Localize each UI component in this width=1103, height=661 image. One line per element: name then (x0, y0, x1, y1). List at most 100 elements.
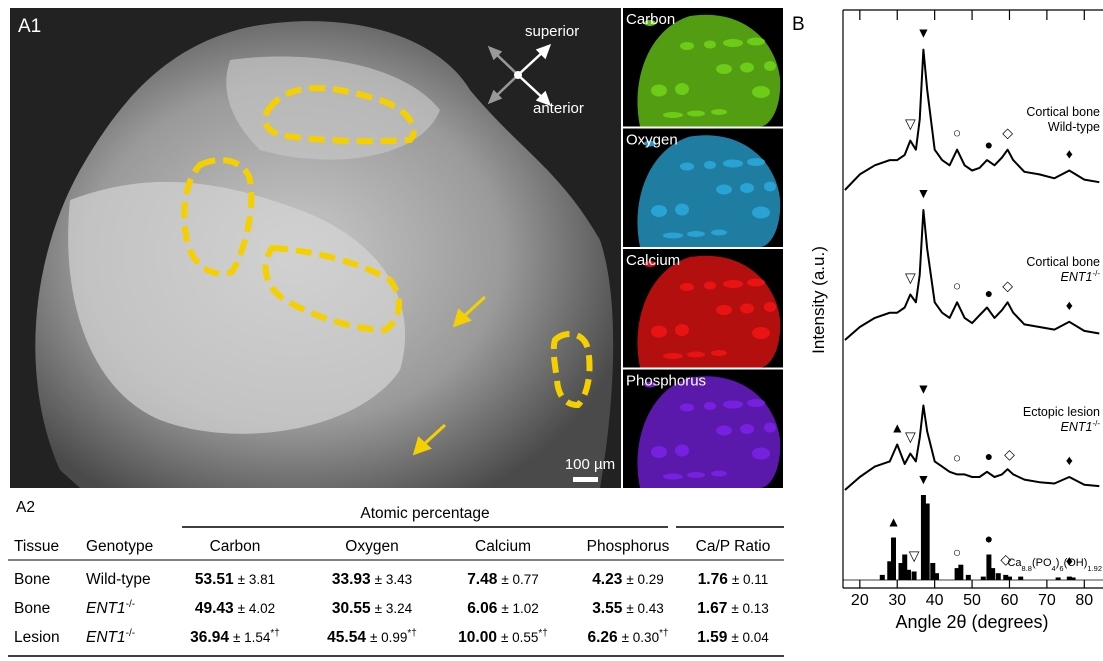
reference-bar (920, 495, 926, 580)
reference-bar (934, 573, 940, 580)
formula-part: (PO (1032, 557, 1052, 569)
map-speckle (675, 203, 689, 216)
map-speckle (711, 350, 727, 356)
cell-sd: ± 3.81 (238, 572, 275, 587)
map-speckle (675, 444, 689, 457)
table-cell: 1.59 ± 0.04 (697, 629, 769, 646)
cell-mean: 4.23 (592, 571, 623, 588)
table-cell: 7.48 ± 0.77 (467, 571, 539, 588)
table-cell: 45.54 ± 0.99*† (327, 628, 417, 646)
trace-label: Cortical bone (1026, 255, 1100, 269)
map-speckle (740, 424, 754, 434)
map-speckle (764, 61, 776, 71)
region-outlines (181, 85, 593, 409)
peak-marker: ▼ (917, 185, 931, 201)
x-tick-label: 60 (1001, 592, 1019, 609)
genotype-sup: -/- (1092, 419, 1100, 428)
reference-bar (911, 571, 917, 580)
cell-mean: 53.51 (195, 571, 234, 588)
map-speckle (764, 422, 776, 433)
panel-label: A1 (18, 16, 41, 37)
map-speckle (651, 446, 667, 458)
cell-sd: ± 1.02 (501, 601, 538, 616)
scale-bar-label: 100 µm (565, 456, 615, 473)
map-speckle (716, 305, 732, 315)
table-cell: 30.55 ± 3.24 (332, 600, 413, 617)
column-header: Ca/P Ratio (696, 538, 771, 555)
map-speckle (644, 261, 656, 267)
reference-bar (1055, 577, 1061, 580)
map-speckle (680, 162, 694, 171)
xrd-chart: B 20 30 40 50 60 70 80 Angle 2θ (degrees) Intensi… (792, 9, 1103, 632)
trace-label: Cortical bone (1026, 105, 1100, 119)
reference-bar (887, 561, 893, 580)
map-speckle (740, 183, 754, 193)
map-speckle (752, 327, 770, 339)
peak-marker: ▽ (905, 116, 916, 132)
table-cell: 33.93 ± 3.43 (332, 571, 412, 588)
genotype: Wild-type (1048, 120, 1100, 134)
map-speckle (723, 159, 743, 168)
peak-marker: ○ (953, 125, 961, 141)
cell-sup: *† (270, 628, 279, 639)
column-header: Genotype (86, 538, 153, 555)
cell-mean: 33.93 (332, 571, 371, 588)
map-label: Calcium (626, 252, 680, 269)
row-genotype: Wild-type (86, 571, 151, 588)
map-speckle (663, 232, 683, 239)
table-cell: 49.43 ± 4.02 (195, 600, 275, 617)
x-tick-label: 40 (926, 592, 944, 609)
column-header: Tissue (14, 538, 59, 555)
genotype-sup: -/- (126, 628, 135, 639)
x-axis-label: Angle 2θ (degrees) (895, 612, 1048, 632)
table-cell: 10.00 ± 0.55*† (458, 628, 548, 646)
cell-sd: ± 0.13 (731, 601, 768, 616)
reference-bar (1003, 574, 1009, 580)
map-speckle (704, 281, 716, 290)
trace-label: Ectopic lesion (1023, 405, 1100, 419)
map-speckle (644, 20, 656, 26)
cell-sd: ± 0.77 (501, 572, 538, 587)
map-speckle (752, 447, 770, 460)
genotype: ENT1 (86, 629, 126, 646)
map-speckle (651, 205, 667, 217)
peak-marker: ○ (953, 277, 961, 293)
xrd-trace (844, 404, 1100, 491)
map-speckle (680, 42, 694, 50)
peak-marker: ♦ (1066, 146, 1073, 162)
column-header: Carbon (210, 538, 261, 555)
map-speckle (644, 140, 656, 147)
map-signal (637, 135, 781, 247)
cell-sup: *† (659, 628, 668, 639)
peak-marker: ▼ (917, 471, 931, 487)
reference-bar (898, 563, 904, 580)
map-speckle (752, 86, 770, 98)
y-axis-label: Intensity (a.u.) (809, 246, 828, 354)
map-speckle (704, 40, 716, 49)
cell-sd: ± 0.55 (501, 630, 538, 645)
map-speckle (723, 400, 743, 409)
table-cell: 6.06 ± 1.02 (467, 600, 539, 617)
peak-marker: ▽ (905, 429, 916, 445)
table-cell: 1.76 ± 0.11 (698, 571, 769, 588)
reference-bar (965, 574, 971, 580)
cell-sd: ± 3.43 (375, 572, 412, 587)
peak-marker: ● (985, 531, 993, 547)
map-speckle (716, 425, 732, 436)
table-cell: 3.55 ± 0.43 (592, 600, 664, 617)
sem-image: superior anterior A1 100 µm (10, 8, 621, 488)
map-speckle (651, 84, 667, 97)
peak-marker: ▼ (917, 25, 931, 41)
column-header: Phosphorus (587, 538, 670, 555)
formula-part: ) (1056, 557, 1060, 569)
cell-mean: 36.94 (190, 629, 229, 646)
map-speckle (711, 470, 727, 477)
map-speckle (747, 158, 765, 166)
table-cell: 4.23 ± 0.29 (592, 571, 664, 588)
map-speckle (680, 403, 694, 412)
cell-sd: ± 0.29 (626, 572, 663, 587)
cell-mean: 49.43 (195, 600, 234, 617)
formula-part: 8.8 (1022, 564, 1032, 573)
cell-mean: 10.00 (458, 629, 497, 646)
map-speckle (723, 280, 743, 288)
